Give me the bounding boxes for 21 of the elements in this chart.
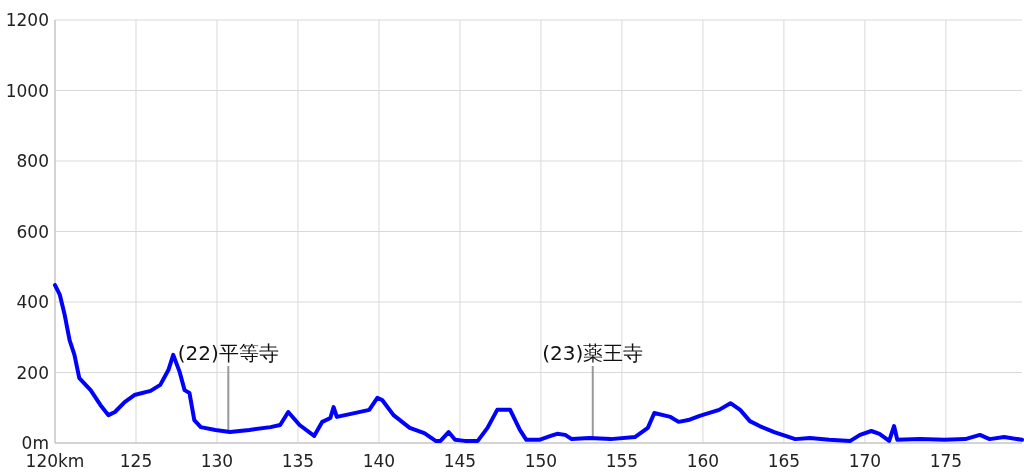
y-tick-label: 1000 [5, 80, 49, 101]
y-tick-label: 200 [16, 362, 49, 383]
x-tick-label: 150 [524, 451, 558, 471]
y-tick-label: 400 [16, 292, 49, 312]
x-tick-label: 155 [605, 451, 639, 471]
x-tick-label: 120km [25, 451, 85, 471]
x-tick-label: 140 [362, 451, 396, 471]
x-tick-label: 125 [119, 451, 153, 471]
x-tick-label: 160 [686, 451, 720, 471]
y-tick-label: 0m [21, 433, 49, 453]
x-tick-label: 145 [443, 451, 477, 471]
annotation: (23)薬王寺 [542, 341, 644, 365]
x-tick-label: 170 [848, 451, 882, 471]
x-tick-label: 130 [200, 451, 234, 471]
x-tick-label: 135 [281, 451, 315, 471]
y-tick-label: 800 [16, 151, 49, 171]
y-tick-label: 1200 [5, 10, 49, 30]
annotation: (22)平等寺 [177, 341, 279, 365]
y-tick-label: 600 [16, 221, 49, 242]
x-tick-label: 165 [767, 451, 801, 471]
x-tick-label: 175 [929, 451, 963, 471]
